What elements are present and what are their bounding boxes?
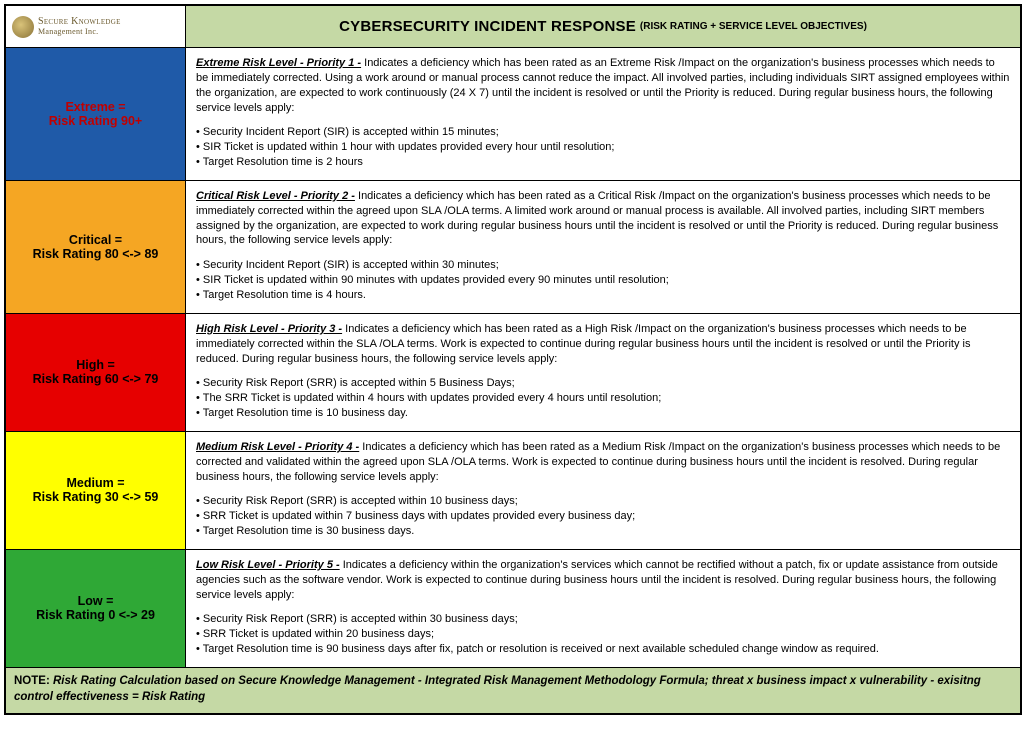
risk-bullet: Target Resolution time is 4 hours. bbox=[196, 288, 1010, 303]
risk-bullet: Target Resolution time is 2 hours bbox=[196, 155, 1010, 170]
risk-row: Low =Risk Rating 0 <-> 29Low Risk Level … bbox=[6, 550, 1020, 668]
header-row: Secure Knowledge Management Inc. CYBERSE… bbox=[6, 6, 1020, 48]
risk-label-cell: Critical =Risk Rating 80 <-> 89 bbox=[6, 181, 186, 313]
risk-lead-text: Critical Risk Level - Priority 2 - Indic… bbox=[196, 189, 1010, 248]
risk-lead-title: Low Risk Level - Priority 5 - bbox=[196, 559, 340, 571]
risk-label-line2: Risk Rating 0 <-> 29 bbox=[36, 608, 155, 622]
risk-label-line1: Extreme = bbox=[65, 100, 125, 114]
risk-row: Extreme =Risk Rating 90+Extreme Risk Lev… bbox=[6, 48, 1020, 181]
risk-bullet: Security Risk Report (SRR) is accepted w… bbox=[196, 376, 1010, 391]
risk-matrix-table: Secure Knowledge Management Inc. CYBERSE… bbox=[4, 4, 1022, 715]
note-head: NOTE: bbox=[14, 675, 50, 687]
risk-lead-title: Medium Risk Level - Priority 4 - bbox=[196, 441, 359, 453]
risk-description-cell: Critical Risk Level - Priority 2 - Indic… bbox=[186, 181, 1020, 313]
risk-description-cell: Low Risk Level - Priority 5 - Indicates … bbox=[186, 550, 1020, 667]
risk-bullet: The SRR Ticket is updated within 4 hours… bbox=[196, 391, 1010, 406]
risk-label-cell: Extreme =Risk Rating 90+ bbox=[6, 48, 186, 180]
risk-lead-text: Extreme Risk Level - Priority 1 - Indica… bbox=[196, 56, 1010, 115]
page-title-cell: CYBERSECURITY INCIDENT RESPONSE (RISK RA… bbox=[186, 6, 1020, 48]
risk-row: Critical =Risk Rating 80 <-> 89Critical … bbox=[6, 181, 1020, 314]
risk-lead-title: High Risk Level - Priority 3 - bbox=[196, 323, 342, 335]
risk-bullet: Security Incident Report (SIR) is accept… bbox=[196, 258, 1010, 273]
risk-description-cell: Medium Risk Level - Priority 4 - Indicat… bbox=[186, 432, 1020, 549]
risk-label-line1: Low = bbox=[78, 594, 114, 608]
risk-label-line2: Risk Rating 90+ bbox=[49, 114, 142, 128]
risk-bullet: SRR Ticket is updated within 7 business … bbox=[196, 509, 1010, 524]
risk-bullet: SRR Ticket is updated within 20 business… bbox=[196, 627, 1010, 642]
risk-bullet: SIR Ticket is updated within 90 minutes … bbox=[196, 273, 1010, 288]
risk-label-cell: High =Risk Rating 60 <-> 79 bbox=[6, 314, 186, 431]
risk-lead-text: Low Risk Level - Priority 5 - Indicates … bbox=[196, 558, 1010, 603]
risk-bullet: SIR Ticket is updated within 1 hour with… bbox=[196, 140, 1010, 155]
risk-bullets: Security Risk Report (SRR) is accepted w… bbox=[196, 376, 1010, 421]
risk-bullet: Target Resolution time is 90 business da… bbox=[196, 642, 1010, 657]
note-row: NOTE: Risk Rating Calculation based on S… bbox=[6, 668, 1020, 713]
risk-label-line1: Medium = bbox=[67, 476, 125, 490]
risk-description-cell: High Risk Level - Priority 3 - Indicates… bbox=[186, 314, 1020, 431]
risk-lead-title: Critical Risk Level - Priority 2 - bbox=[196, 190, 355, 202]
risk-label-line1: High = bbox=[76, 358, 115, 372]
risk-bullets: Security Risk Report (SRR) is accepted w… bbox=[196, 494, 1010, 539]
risk-label-cell: Medium =Risk Rating 30 <-> 59 bbox=[6, 432, 186, 549]
brand-text: Secure Knowledge Management Inc. bbox=[38, 17, 121, 36]
risk-label-line1: Critical = bbox=[69, 233, 122, 247]
brand-line1: Secure Knowledge bbox=[38, 17, 121, 28]
risk-bullets: Security Incident Report (SIR) is accept… bbox=[196, 258, 1010, 303]
risk-bullet: Target Resolution time is 10 business da… bbox=[196, 406, 1010, 421]
risk-row: Medium =Risk Rating 30 <-> 59Medium Risk… bbox=[6, 432, 1020, 550]
risk-bullet: Security Incident Report (SIR) is accept… bbox=[196, 125, 1010, 140]
risk-label-line2: Risk Rating 30 <-> 59 bbox=[33, 490, 159, 504]
risk-bullet: Target Resolution time is 30 business da… bbox=[196, 524, 1010, 539]
risk-lead-title: Extreme Risk Level - Priority 1 - bbox=[196, 57, 361, 69]
risk-lead-text: Medium Risk Level - Priority 4 - Indicat… bbox=[196, 440, 1010, 485]
risk-label-line2: Risk Rating 60 <-> 79 bbox=[33, 372, 159, 386]
brand-logo-icon bbox=[12, 16, 34, 38]
risk-bullet: Security Risk Report (SRR) is accepted w… bbox=[196, 612, 1010, 627]
risk-bullets: Security Risk Report (SRR) is accepted w… bbox=[196, 612, 1010, 657]
risk-bullet: Security Risk Report (SRR) is accepted w… bbox=[196, 494, 1010, 509]
risk-lead-text: High Risk Level - Priority 3 - Indicates… bbox=[196, 322, 1010, 367]
risk-row: High =Risk Rating 60 <-> 79High Risk Lev… bbox=[6, 314, 1020, 432]
page-subtitle: (RISK RATING + SERVICE LEVEL OBJECTIVES) bbox=[640, 21, 867, 32]
risk-bullets: Security Incident Report (SIR) is accept… bbox=[196, 125, 1010, 170]
risk-label-line2: Risk Rating 80 <-> 89 bbox=[33, 247, 159, 261]
risk-description-cell: Extreme Risk Level - Priority 1 - Indica… bbox=[186, 48, 1020, 180]
brand-cell: Secure Knowledge Management Inc. bbox=[6, 6, 186, 48]
brand-line2: Management Inc. bbox=[38, 28, 121, 36]
page-title: CYBERSECURITY INCIDENT RESPONSE bbox=[339, 18, 636, 35]
risk-label-cell: Low =Risk Rating 0 <-> 29 bbox=[6, 550, 186, 667]
note-body: Risk Rating Calculation based on Secure … bbox=[14, 675, 981, 703]
